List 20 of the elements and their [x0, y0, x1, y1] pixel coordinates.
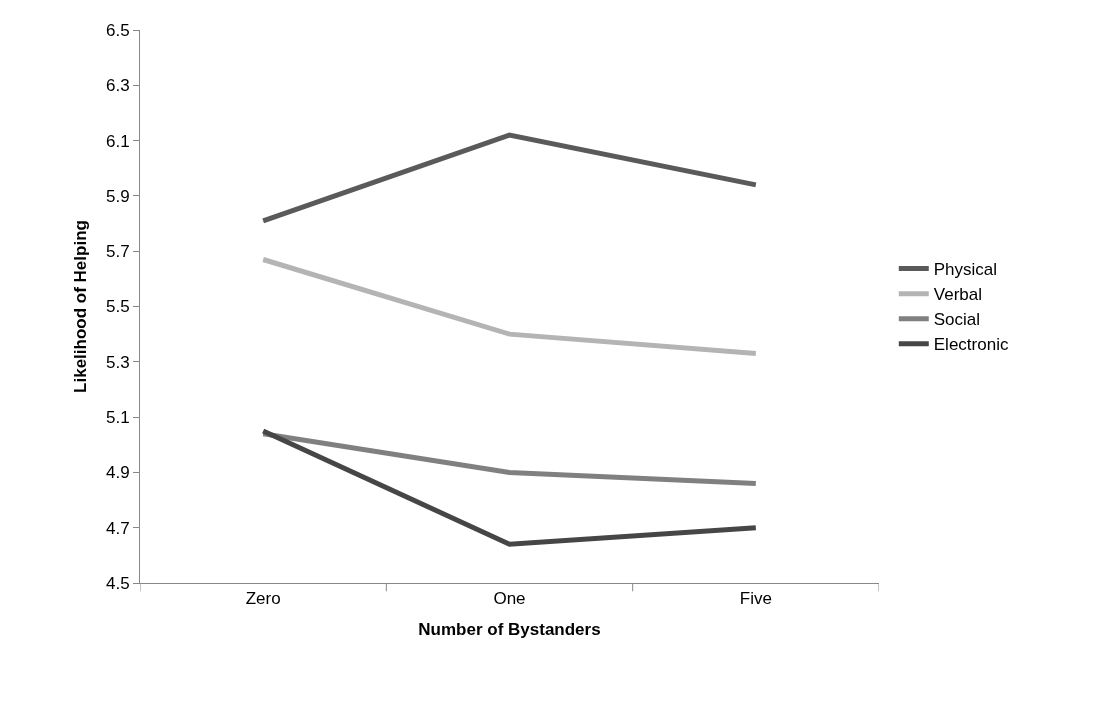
legend-label: Electronic — [933, 335, 1009, 355]
y-tick-label: 4.9 — [105, 463, 130, 483]
y-axis-title: Likelihood of Helping — [70, 220, 90, 393]
y-tick-label: 5.7 — [105, 242, 130, 262]
y-tick-label: 5.9 — [105, 186, 130, 206]
y-tick-label: 4.5 — [105, 573, 130, 593]
x-axis-title: Number of Bystanders — [418, 619, 601, 639]
x-tick-label: Zero — [245, 589, 281, 609]
legend-label: Social — [933, 310, 981, 330]
y-tick-label: 5.5 — [105, 297, 130, 317]
legend-label: Physical — [933, 260, 998, 280]
y-tick-label: 6.3 — [105, 76, 130, 96]
y-tick-label: 5.1 — [105, 408, 130, 428]
y-tick-label: 4.7 — [105, 518, 130, 538]
legend-label: Verbal — [933, 285, 982, 305]
x-tick-label: Five — [739, 589, 772, 609]
x-tick-label: One — [493, 589, 526, 609]
y-tick-label: 5.3 — [105, 352, 130, 372]
y-tick-label: 6.1 — [105, 131, 130, 151]
y-tick-label: 6.5 — [105, 20, 130, 40]
